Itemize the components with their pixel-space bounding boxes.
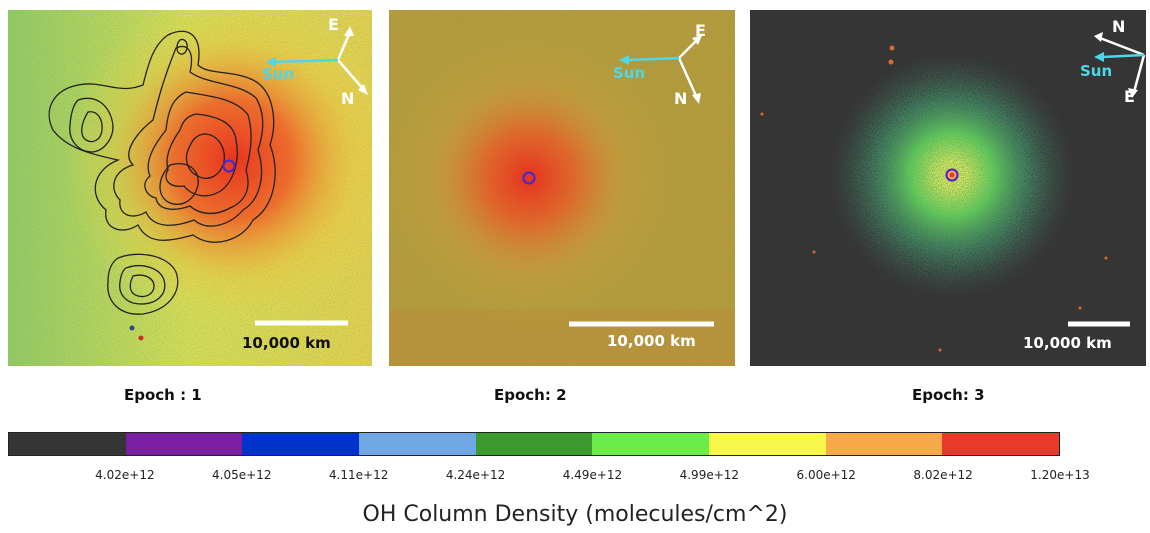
nucleus-marker <box>945 168 959 182</box>
compass-n-label: N <box>674 89 687 108</box>
nucleus-marker <box>222 159 236 173</box>
epoch-2-label: Epoch: 2 <box>494 386 567 404</box>
compass-rose: E N Sun <box>262 15 368 108</box>
scale-bar-label: 10,000 km <box>242 334 331 352</box>
epoch-2-image: E N Sun 10,000 km <box>389 10 735 366</box>
compass-e-label: E <box>328 15 339 34</box>
epoch-3-density-map: N E Sun <box>750 10 1146 366</box>
compass-n-label: N <box>341 89 354 108</box>
colorbar-tick-label: 4.49e+12 <box>562 468 623 482</box>
epoch-3-image: N E Sun 10,000 km <box>750 10 1146 366</box>
epoch-3-label: Epoch: 3 <box>912 386 985 404</box>
colorbar-tick-label: 4.11e+12 <box>328 468 389 482</box>
colorbar-segment-9 <box>942 433 1060 455</box>
compass-e-label: E <box>1124 87 1135 106</box>
colorbar-tick-label: 6.00e+12 <box>796 468 856 482</box>
colorbar-tick-label: 1.20e+13 <box>1030 468 1090 482</box>
scale-bar-label: 10,000 km <box>607 332 696 350</box>
colorbar-segment-3 <box>242 433 360 455</box>
nucleus-marker <box>522 171 536 185</box>
compass-e-label: E <box>695 21 706 40</box>
epoch-2-density-map: E N Sun <box>389 10 735 366</box>
colorbar-tick-label: 4.24e+12 <box>445 468 506 482</box>
scale-bar-label: 10,000 km <box>1023 334 1112 352</box>
compass-n-label: N <box>1112 17 1125 36</box>
sun-label: Sun <box>1080 62 1112 80</box>
colorbar-title: OH Column Density (molecules/cm^2) <box>362 502 788 527</box>
colorbar-segment-1 <box>9 433 126 455</box>
compass-rose: N E Sun <box>1080 17 1146 106</box>
colorbar-tick-label: 8.02e+12 <box>913 468 973 482</box>
sun-label: Sun <box>262 65 294 83</box>
colorbar-tick-label: 4.02e+12 <box>95 468 155 482</box>
colorbar-tick-label: 4.05e+12 <box>212 468 272 482</box>
epoch-1-image: E N Sun 10,000 km <box>8 10 372 366</box>
colorbar-segment-8 <box>825 433 943 455</box>
colorbar-segment-2 <box>125 433 243 455</box>
compass-rose: E N Sun <box>613 21 706 108</box>
colorbar-tick-label: 4.99e+12 <box>679 468 740 482</box>
colorbar <box>8 432 1060 456</box>
sun-label: Sun <box>613 64 645 82</box>
epoch-1-density-map: E N Sun <box>8 10 372 366</box>
epoch-1-label: Epoch : 1 <box>124 386 202 404</box>
colorbar-segment-5 <box>475 433 593 455</box>
colorbar-segment-4 <box>359 433 476 455</box>
density-contours <box>48 30 276 315</box>
colorbar-segment-7 <box>709 433 826 455</box>
colorbar-segment-6 <box>592 433 710 455</box>
